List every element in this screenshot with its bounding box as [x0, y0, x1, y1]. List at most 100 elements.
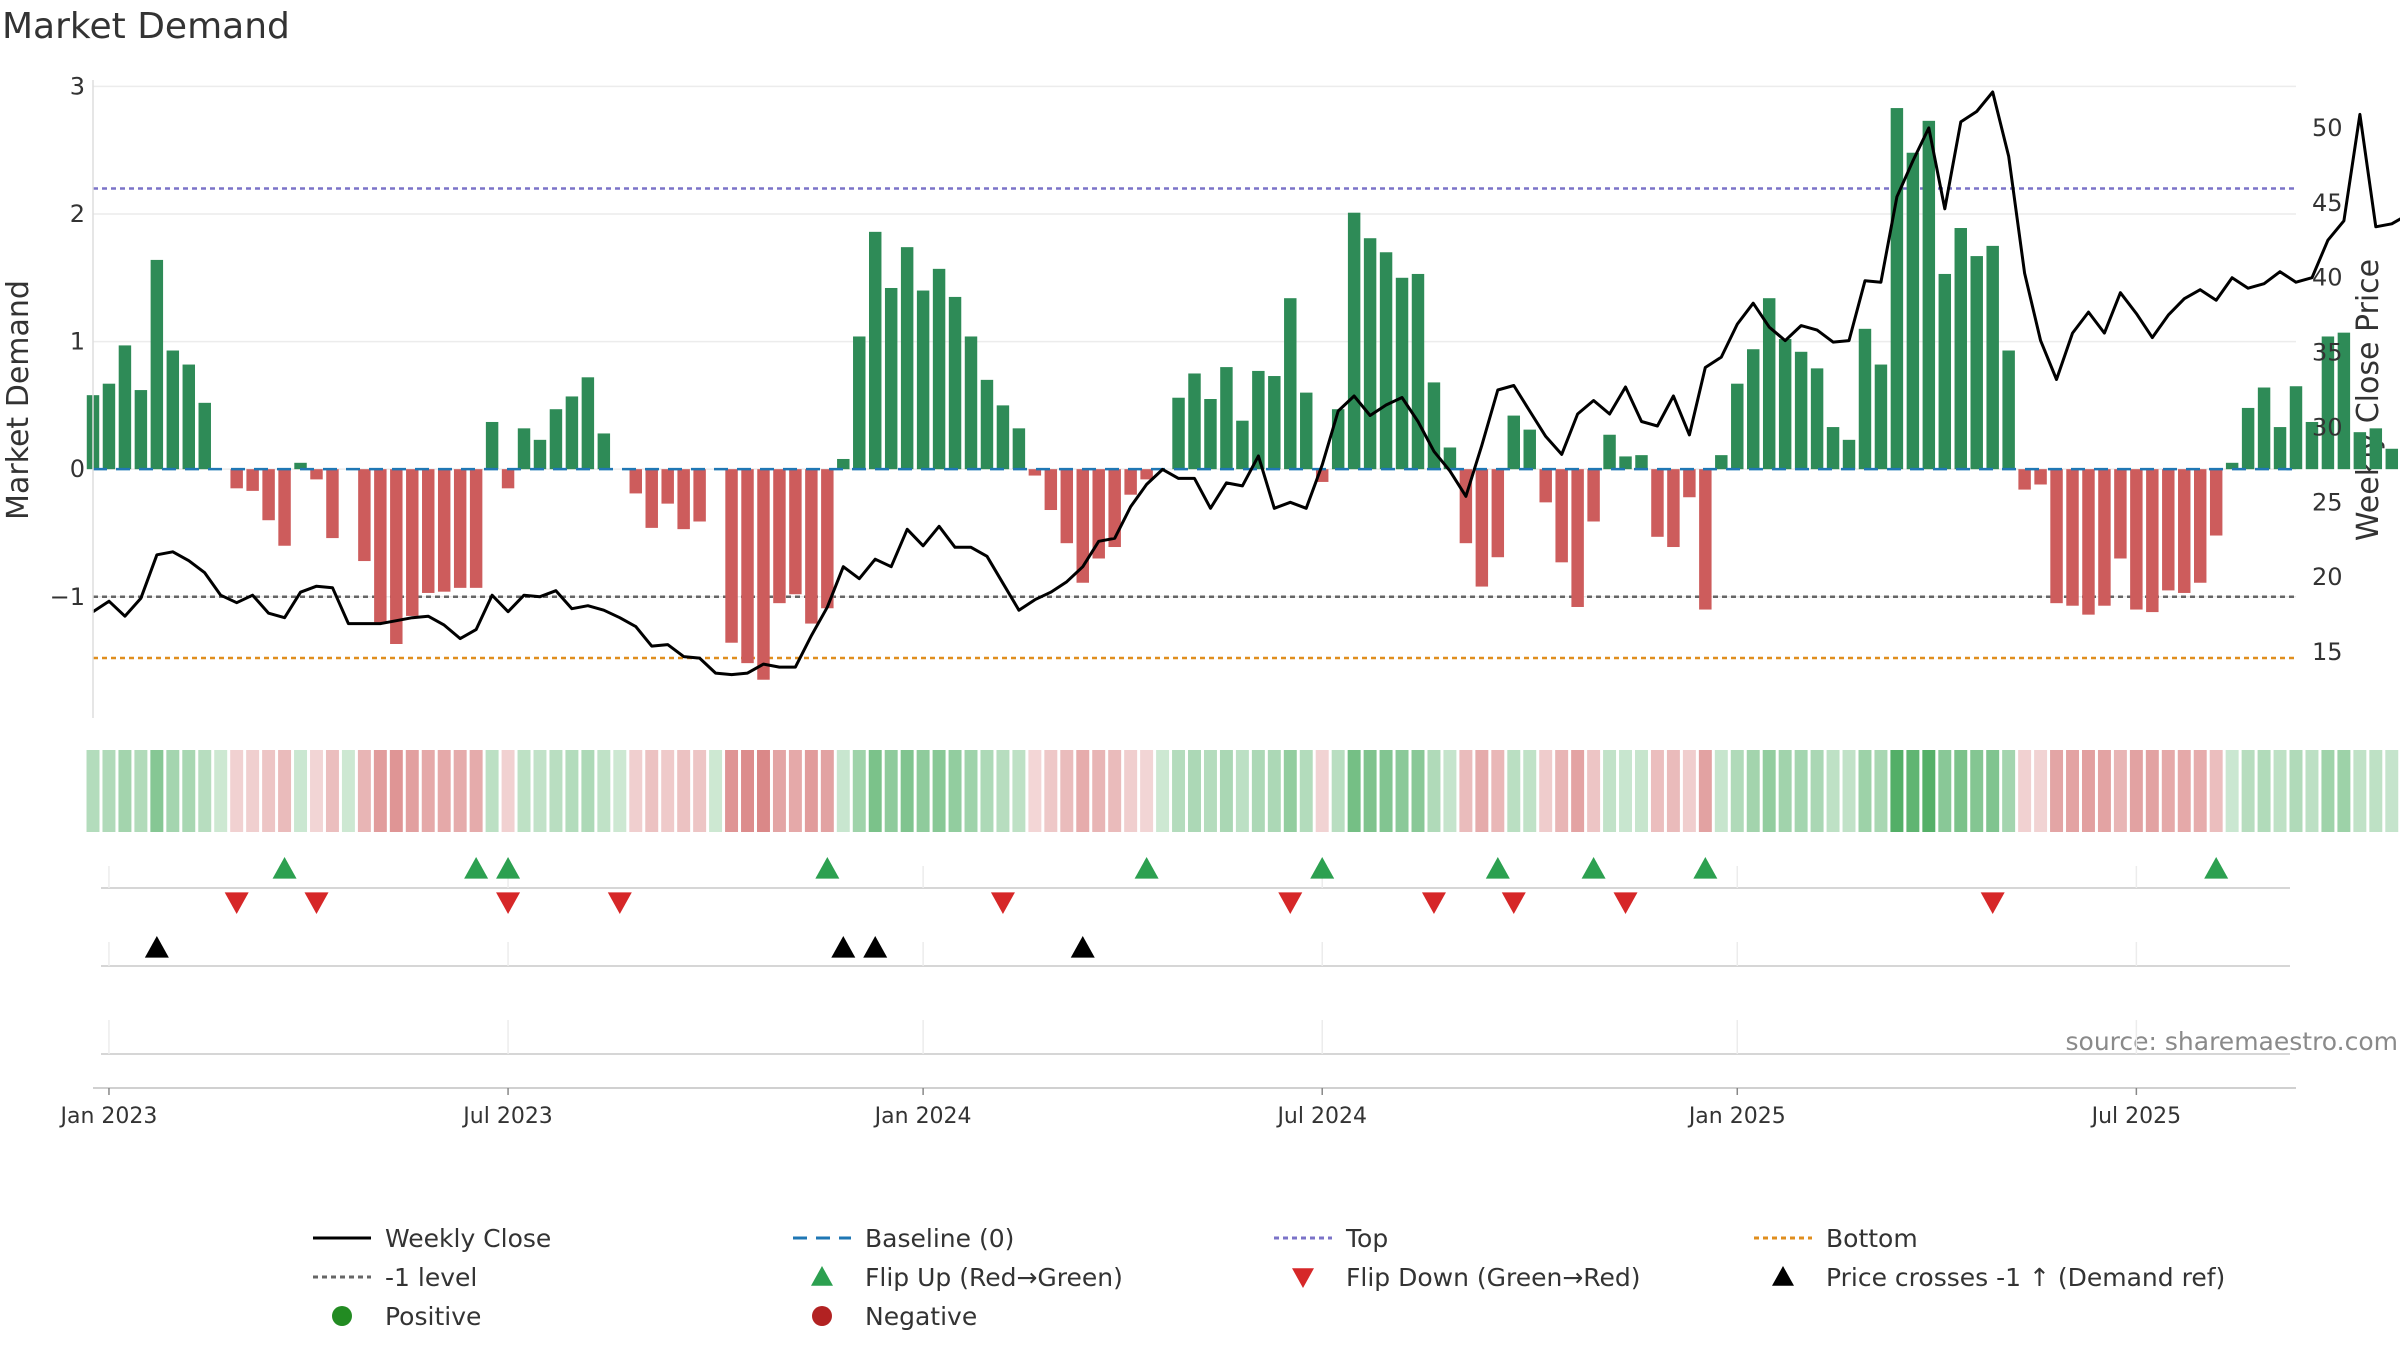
demand-heat-strip — [86, 750, 2399, 832]
y-tick-label: 2 — [70, 200, 85, 228]
demand-bar — [2050, 469, 2063, 604]
demand-bar — [2178, 469, 2191, 593]
y2-tick-label: 25 — [2312, 488, 2343, 516]
demand-bar — [1826, 427, 1840, 470]
heat-cell — [1028, 750, 1042, 832]
demand-bar — [1523, 429, 1536, 470]
heat-cell — [1012, 750, 1026, 832]
heat-cell — [1922, 750, 1936, 832]
heat-cell — [1140, 750, 1154, 832]
heat-cell — [1507, 750, 1521, 832]
demand-bar — [294, 462, 307, 470]
heat-cell — [2385, 750, 2399, 832]
heat-cell — [868, 750, 882, 832]
legend-item: Price crosses -1 ↑ (Demand ref) — [1772, 1263, 2225, 1292]
heat-cell — [150, 750, 164, 832]
demand-bar — [900, 247, 914, 470]
demand-bar — [182, 364, 196, 470]
demand-bar — [868, 231, 882, 470]
demand-bar — [246, 469, 259, 491]
heat-cell — [1810, 750, 1824, 832]
heat-cell — [2305, 750, 2319, 832]
heat-cell — [2018, 750, 2032, 832]
demand-bar — [1395, 277, 1409, 470]
heat-cell — [1219, 750, 1233, 832]
y2-tick-label: 15 — [2312, 638, 2343, 666]
flip-up-marker — [272, 857, 297, 879]
demand-bar — [1076, 469, 1089, 583]
demand-bar — [805, 469, 818, 624]
demand-bar — [1108, 469, 1121, 548]
demand-bar — [1363, 238, 1377, 470]
legend-item: Flip Up (Red→Green) — [811, 1263, 1123, 1292]
flip-up-marker — [1581, 857, 1606, 879]
heat-cell — [661, 750, 675, 832]
legend-label: Weekly Close — [385, 1224, 551, 1253]
demand-bar — [837, 458, 850, 470]
demand-bar — [1172, 397, 1185, 470]
heat-cell — [214, 750, 228, 832]
legend-label: Negative — [865, 1302, 977, 1331]
chart-title: Market Demand — [2, 6, 290, 47]
heat-cell — [2193, 750, 2207, 832]
heat-cell — [820, 750, 834, 832]
demand-bar — [134, 390, 148, 470]
heat-cell — [1315, 750, 1329, 832]
heat-cell — [1203, 750, 1217, 832]
heat-cell — [900, 750, 914, 832]
demand-bar — [693, 469, 706, 522]
heat-cell — [1459, 750, 1473, 832]
heat-cell — [756, 750, 770, 832]
demand-bar — [150, 259, 164, 470]
heat-cell — [86, 750, 100, 832]
heat-cell — [485, 750, 499, 832]
heat-cell — [964, 750, 978, 832]
weekly-close-line — [92, 90, 2400, 677]
demand-bar — [2162, 469, 2175, 591]
heat-cell — [2257, 750, 2271, 832]
legend-item: Weekly Close — [313, 1224, 551, 1253]
heat-cell — [2161, 750, 2175, 832]
heat-cell — [2209, 750, 2223, 832]
demand-bar — [1651, 469, 1664, 537]
heat-cell — [693, 750, 707, 832]
demand-bar — [102, 383, 116, 470]
y2-tick-label: 45 — [2312, 189, 2343, 217]
demand-bar — [581, 377, 595, 470]
demand-bar — [1044, 469, 1058, 511]
heat-cell — [310, 750, 323, 832]
demand-bar — [2257, 387, 2271, 470]
heat-cell — [1076, 750, 1090, 832]
demand-bar — [2241, 407, 2255, 470]
legend-triangle-swatch — [1772, 1266, 1794, 1286]
demand-bar — [517, 428, 531, 470]
heat-cell — [2369, 750, 2383, 832]
demand-bar — [1507, 415, 1521, 470]
demand-bar — [2018, 469, 2031, 490]
heat-cell — [389, 750, 403, 832]
demand-bar — [1475, 469, 1489, 587]
heat-cell — [198, 750, 212, 832]
y2-tick-label: 40 — [2312, 264, 2343, 292]
heat-cell — [1778, 750, 1792, 832]
demand-bar — [1331, 409, 1345, 470]
demand-bar — [932, 268, 946, 470]
heat-cell — [741, 750, 754, 832]
heat-cell — [1571, 750, 1585, 832]
heat-cell — [2177, 750, 2191, 832]
heat-cell — [1379, 750, 1393, 832]
demand-bar — [677, 469, 690, 530]
axes: 3 2 1 0 −1 50 45 40 35 30 25 20 15 — [50, 72, 2343, 718]
demand-bar — [1268, 376, 1281, 470]
demand-bar — [1188, 373, 1201, 470]
heat-cell — [1523, 750, 1537, 832]
heat-cell — [1363, 750, 1377, 832]
heat-cell — [2034, 750, 2048, 832]
demand-bar — [1794, 351, 1808, 470]
demand-bar — [358, 469, 371, 562]
heat-cell — [134, 750, 148, 832]
heat-cell — [1475, 750, 1489, 832]
heat-cell — [1858, 750, 1872, 832]
heat-cell — [1060, 750, 1074, 832]
demand-bar — [230, 469, 243, 489]
